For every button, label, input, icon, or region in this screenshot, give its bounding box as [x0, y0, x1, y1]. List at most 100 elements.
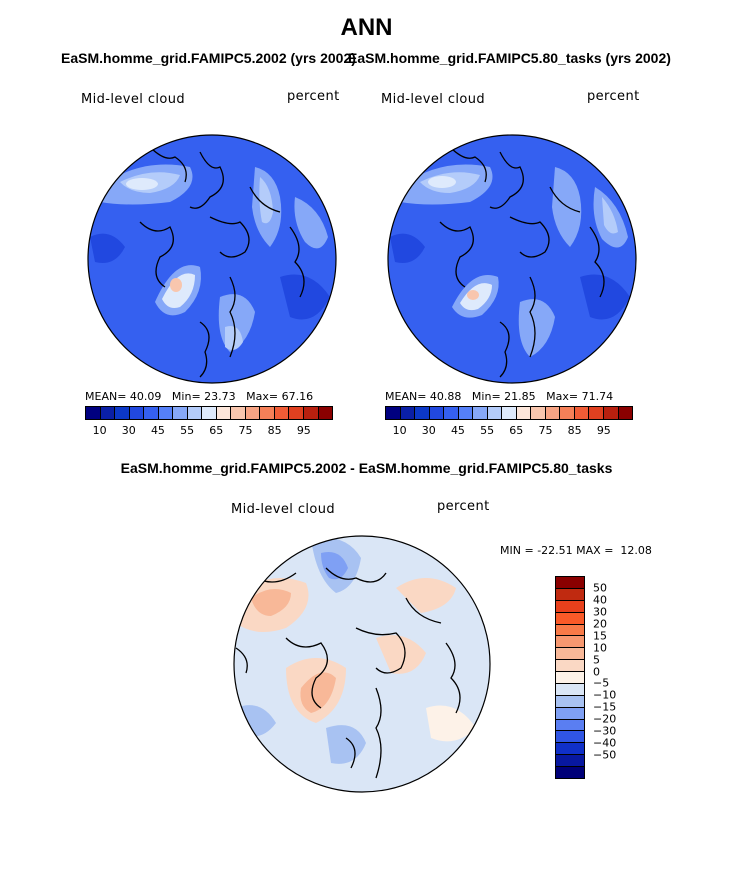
colorbar-tick-label: 0 [593, 665, 600, 679]
panel-title-left: EaSM.homme_grid.FAMIPC5.2002 (yrs 2002) [61, 50, 356, 66]
colorbar-tick-label: 85 [267, 424, 282, 437]
contour-patch [580, 274, 630, 320]
colorbar-swatch [115, 407, 130, 419]
colorbar-swatch [556, 588, 584, 601]
colorbar-tick-label: 30 [121, 424, 136, 437]
contour-patch [300, 672, 336, 713]
panel-title-right: EaSM.homme_grid.FAMIPC5.80_tasks (yrs 20… [348, 50, 671, 66]
colorbar-tick-label: 55 [480, 424, 495, 437]
stats-right: MEAN= 40.88 Min= 21.85 Max= 71.74 [385, 390, 614, 403]
colorbar-swatch [274, 407, 290, 419]
colorbar-swatch [303, 407, 319, 419]
colorbar-swatch [545, 407, 561, 419]
polar-map-diff [233, 535, 491, 793]
contour-patch [376, 635, 426, 674]
colorbar-tick-label: −15 [593, 700, 617, 714]
variable-label-diff: Mid-level cloud [231, 502, 336, 517]
colorbar-swatch [603, 407, 619, 419]
contour-patch [467, 290, 479, 300]
colorbar-swatch [231, 407, 246, 419]
colorbar-swatch [556, 707, 584, 720]
colorbar-swatch [473, 407, 488, 419]
contour-patch [426, 705, 476, 742]
colorbar-swatch [245, 407, 261, 419]
colorbar-swatch [429, 407, 445, 419]
contour-patch [294, 197, 328, 249]
contour-patch [126, 178, 158, 190]
coastline [139, 146, 305, 378]
colorbar-swatch [556, 695, 584, 708]
variable-label-left: Mid-level cloud [81, 92, 186, 107]
colorbar-tick-label: 75 [238, 424, 253, 437]
map-base [234, 536, 490, 792]
colorbar-swatch [516, 407, 532, 419]
colorbar-swatch [556, 660, 584, 672]
units-label-right: percent [587, 89, 640, 104]
stats-left: MEAN= 40.09 Min= 23.73 Max= 67.16 [85, 390, 314, 403]
colorbar-swatch [444, 407, 459, 419]
contour-patch [326, 725, 366, 764]
colorbar-tick-label: −10 [593, 688, 617, 702]
contour-patch [602, 197, 618, 234]
polar-map-left [87, 134, 337, 384]
stats-diff: MIN = -22.51 MAX = 12.08 [500, 544, 652, 557]
colorbar-swatch [618, 407, 633, 419]
colorbar-swatch [86, 407, 101, 419]
colorbar-swatch [556, 600, 584, 613]
colorbar-swatch [556, 731, 584, 744]
contour-patch [390, 233, 425, 263]
colorbar-swatch [556, 767, 584, 778]
colorbar-tick-label: 10 [593, 641, 607, 655]
colorbar-tick-label: 40 [593, 593, 607, 607]
coastline [235, 567, 461, 779]
colorbar-tick-label: 10 [392, 424, 407, 437]
colorbar-tick-label: 85 [567, 424, 582, 437]
variable-label-right: Mid-level cloud [381, 92, 486, 107]
colorbar-swatch [574, 407, 590, 419]
colorbar-swatch [556, 743, 584, 756]
colorbar-swatch [289, 407, 304, 419]
figure-title: ANN [340, 14, 393, 41]
colorbar-swatch [202, 407, 217, 419]
colorbar-diff [555, 576, 585, 779]
contour-patch [396, 578, 456, 613]
colorbar-tick-label: −5 [593, 676, 610, 690]
colorbar-swatch [260, 407, 275, 419]
colorbar-swatch [415, 407, 430, 419]
colorbar-swatch [158, 407, 174, 419]
colorbar-tick-label: 95 [596, 424, 611, 437]
colorbar-tick-label: 65 [209, 424, 224, 437]
colorbar-swatch [129, 407, 145, 419]
colorbar-swatch [187, 407, 203, 419]
colorbar-swatch [100, 407, 116, 419]
colorbar-tick-label: 65 [509, 424, 524, 437]
colorbar-swatch [216, 407, 232, 419]
colorbar-tick-label: 50 [593, 581, 607, 595]
coastline [439, 146, 605, 378]
colorbar-swatch [589, 407, 604, 419]
colorbar-swatch [173, 407, 188, 419]
colorbar-swatch [556, 755, 584, 767]
colorbar-swatch [560, 407, 575, 419]
colorbar-swatch [556, 719, 584, 732]
contour-patch [428, 176, 456, 188]
colorbar-tick-label: 20 [593, 617, 607, 631]
colorbar-swatch [531, 407, 546, 419]
colorbar-swatch [144, 407, 159, 419]
contour-patch [170, 278, 182, 292]
colorbar-tick-label: 30 [593, 605, 607, 619]
contour-patch [518, 299, 555, 357]
contour-patch [90, 233, 125, 263]
colorbar-right [385, 406, 633, 420]
colorbar-tick-label: 75 [538, 424, 553, 437]
colorbar-tick-label: 45 [450, 424, 465, 437]
colorbar-swatch [556, 636, 584, 649]
colorbar-swatch [556, 672, 584, 684]
colorbar-tick-label: 55 [180, 424, 195, 437]
contour-patch [259, 177, 273, 224]
colorbar-swatch [487, 407, 503, 419]
colorbar-tick-label: −40 [593, 736, 617, 750]
colorbar-swatch [386, 407, 401, 419]
colorbar-tick-label: 45 [150, 424, 165, 437]
colorbar-tick-label: −20 [593, 712, 617, 726]
